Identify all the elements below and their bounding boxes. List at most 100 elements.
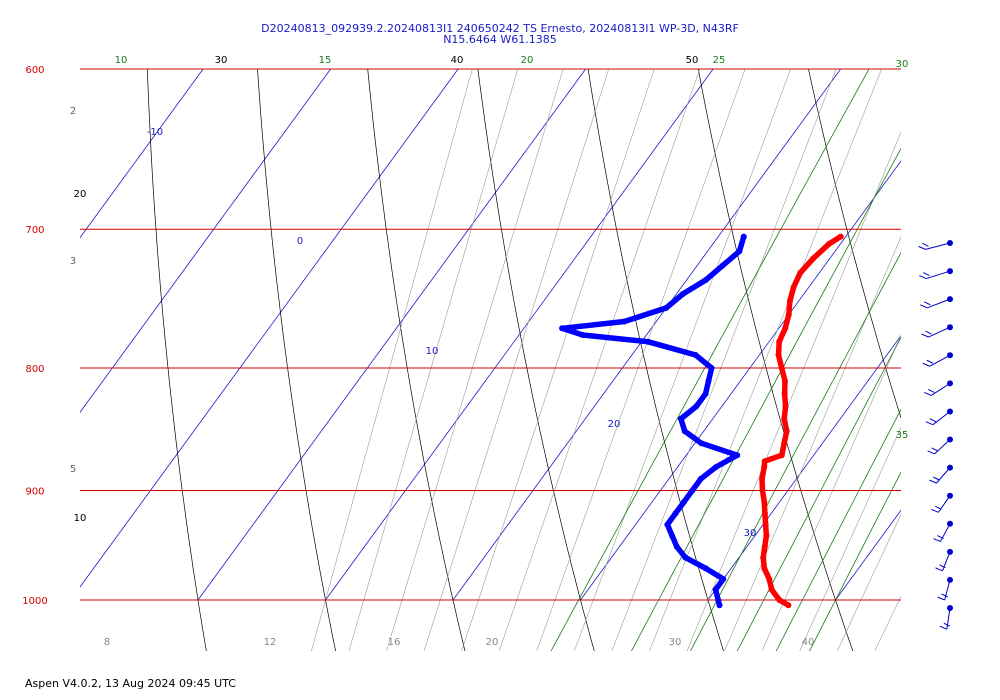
temperature-point	[761, 543, 768, 550]
pressure-label: 700	[25, 225, 44, 236]
dewpoint-point	[705, 378, 712, 384]
dewpoint-point	[715, 597, 722, 603]
temperature-point	[781, 415, 788, 422]
temperature-point	[776, 597, 783, 603]
dewpoint-point	[664, 521, 671, 528]
temperature-axis-label: 16	[388, 637, 401, 648]
dewpoint-point	[682, 554, 689, 561]
temperature-point	[786, 298, 793, 304]
isobars	[80, 68, 901, 601]
wind-barb	[927, 436, 953, 455]
temperature-point	[761, 565, 768, 572]
isotherm-line	[80, 69, 331, 414]
moist-adiabat-line	[461, 69, 655, 651]
isotherm-line	[707, 334, 901, 601]
dry-adiabat-line	[257, 69, 337, 651]
temperature-axis-label: 8	[104, 637, 110, 648]
dewpoint-point	[692, 352, 699, 358]
wind-barb	[924, 380, 953, 396]
mixing-ratio-line	[630, 147, 901, 651]
wind-barb	[933, 520, 953, 543]
mixing-ratio-line	[775, 408, 901, 651]
moist-adiabat-line	[611, 69, 837, 651]
footer-text: Aspen V4.0.2, 13 Aug 2024 09:45 UTC	[25, 677, 236, 690]
dewpoint-point	[702, 565, 709, 572]
moist-adiabat-line	[761, 334, 901, 651]
temperature-point	[785, 311, 792, 318]
isotherm-line	[325, 69, 714, 601]
moist-adiabat-label: 3	[70, 256, 76, 267]
mixing-ratio-label: 30	[896, 59, 909, 70]
dewpoint-point	[720, 576, 727, 582]
dewpoint-point	[669, 532, 676, 539]
dewpoint-point	[644, 338, 651, 345]
dry-adiabat-label: 20	[74, 189, 87, 200]
mixing-ratio-line	[689, 251, 901, 651]
pressure-label: 900	[25, 486, 44, 497]
dry-adiabat-label: 40	[451, 55, 464, 66]
temperature-axis-label: 20	[486, 637, 499, 648]
temperature-point	[761, 499, 768, 505]
dewpoint-point	[740, 233, 747, 240]
moist-adiabat-line	[348, 69, 519, 651]
moist-adiabat-line	[311, 69, 473, 651]
temperature-point	[782, 403, 789, 410]
temperature-point	[760, 554, 767, 561]
moist-adiabat-line	[982, 34, 1000, 661]
chart-title-line2: N15.6464 W61.1385	[443, 33, 557, 46]
temperature-point	[761, 458, 768, 465]
dewpoint-point	[716, 602, 723, 609]
mixing-ratio-line	[736, 336, 901, 651]
wind-barb	[918, 240, 953, 250]
moist-adiabat-line	[386, 69, 564, 651]
temperature-point	[837, 233, 844, 240]
temperature-point	[778, 452, 785, 459]
moist-adiabat-line	[874, 595, 901, 651]
dry-adiabat-line	[146, 69, 207, 651]
data-series	[559, 233, 844, 609]
moist-adiabat-label: 2	[70, 106, 76, 117]
pressure-label: 800	[25, 364, 44, 375]
dewpoint-trace	[559, 233, 747, 608]
pressure-label: 1000	[22, 596, 47, 607]
wind-barb	[935, 548, 953, 572]
temperature-point	[759, 475, 765, 482]
dry-adiabat-label: 50	[686, 55, 699, 66]
temperature-point	[768, 586, 775, 593]
temperature-trace	[759, 233, 844, 608]
pressure-label: 600	[25, 65, 44, 76]
dry-adiabat-line	[910, 34, 1000, 661]
wind-barb	[920, 296, 953, 309]
dewpoint-point	[698, 440, 705, 447]
temperature-axis-label: 30	[669, 637, 682, 648]
isotherm-line	[580, 160, 901, 601]
chart-title-line1: D20240813_092939.2.20240813I1 240650242 …	[261, 22, 739, 35]
temperature-point	[781, 390, 788, 397]
temperature-point	[763, 532, 770, 539]
temperature-point	[761, 510, 768, 517]
wind-barb	[939, 605, 953, 630]
temperature-point	[810, 255, 817, 262]
mixing-ratio-label: 35	[896, 430, 909, 441]
temperature-point	[778, 365, 785, 371]
dewpoint-point	[719, 262, 726, 269]
dry-adiabat-label: 10	[74, 513, 87, 524]
dewpoint-point	[579, 332, 586, 338]
isotherm-line	[197, 69, 586, 601]
dewpoint-point	[672, 510, 679, 517]
grid-labels: 600 700 800 900 1000 8 12 16 20 30 40 -10 0 10 20 30 10 1…	[22, 55, 908, 648]
mixing-ratio-line	[550, 69, 870, 651]
dewpoint-point	[693, 403, 700, 410]
dewpoint-point	[680, 499, 687, 505]
dewpoint-point	[621, 318, 628, 325]
background-lines	[80, 34, 1000, 661]
mixing-ratio-label: 20	[521, 55, 534, 66]
dry-adiabat-line	[477, 69, 595, 651]
dewpoint-point	[677, 415, 684, 422]
temperature-point	[785, 602, 792, 609]
dewpoint-point	[697, 475, 704, 482]
temperature-point	[825, 241, 832, 247]
moist-adiabat-line	[686, 131, 901, 651]
temperature-axis-label: 40	[802, 637, 815, 648]
